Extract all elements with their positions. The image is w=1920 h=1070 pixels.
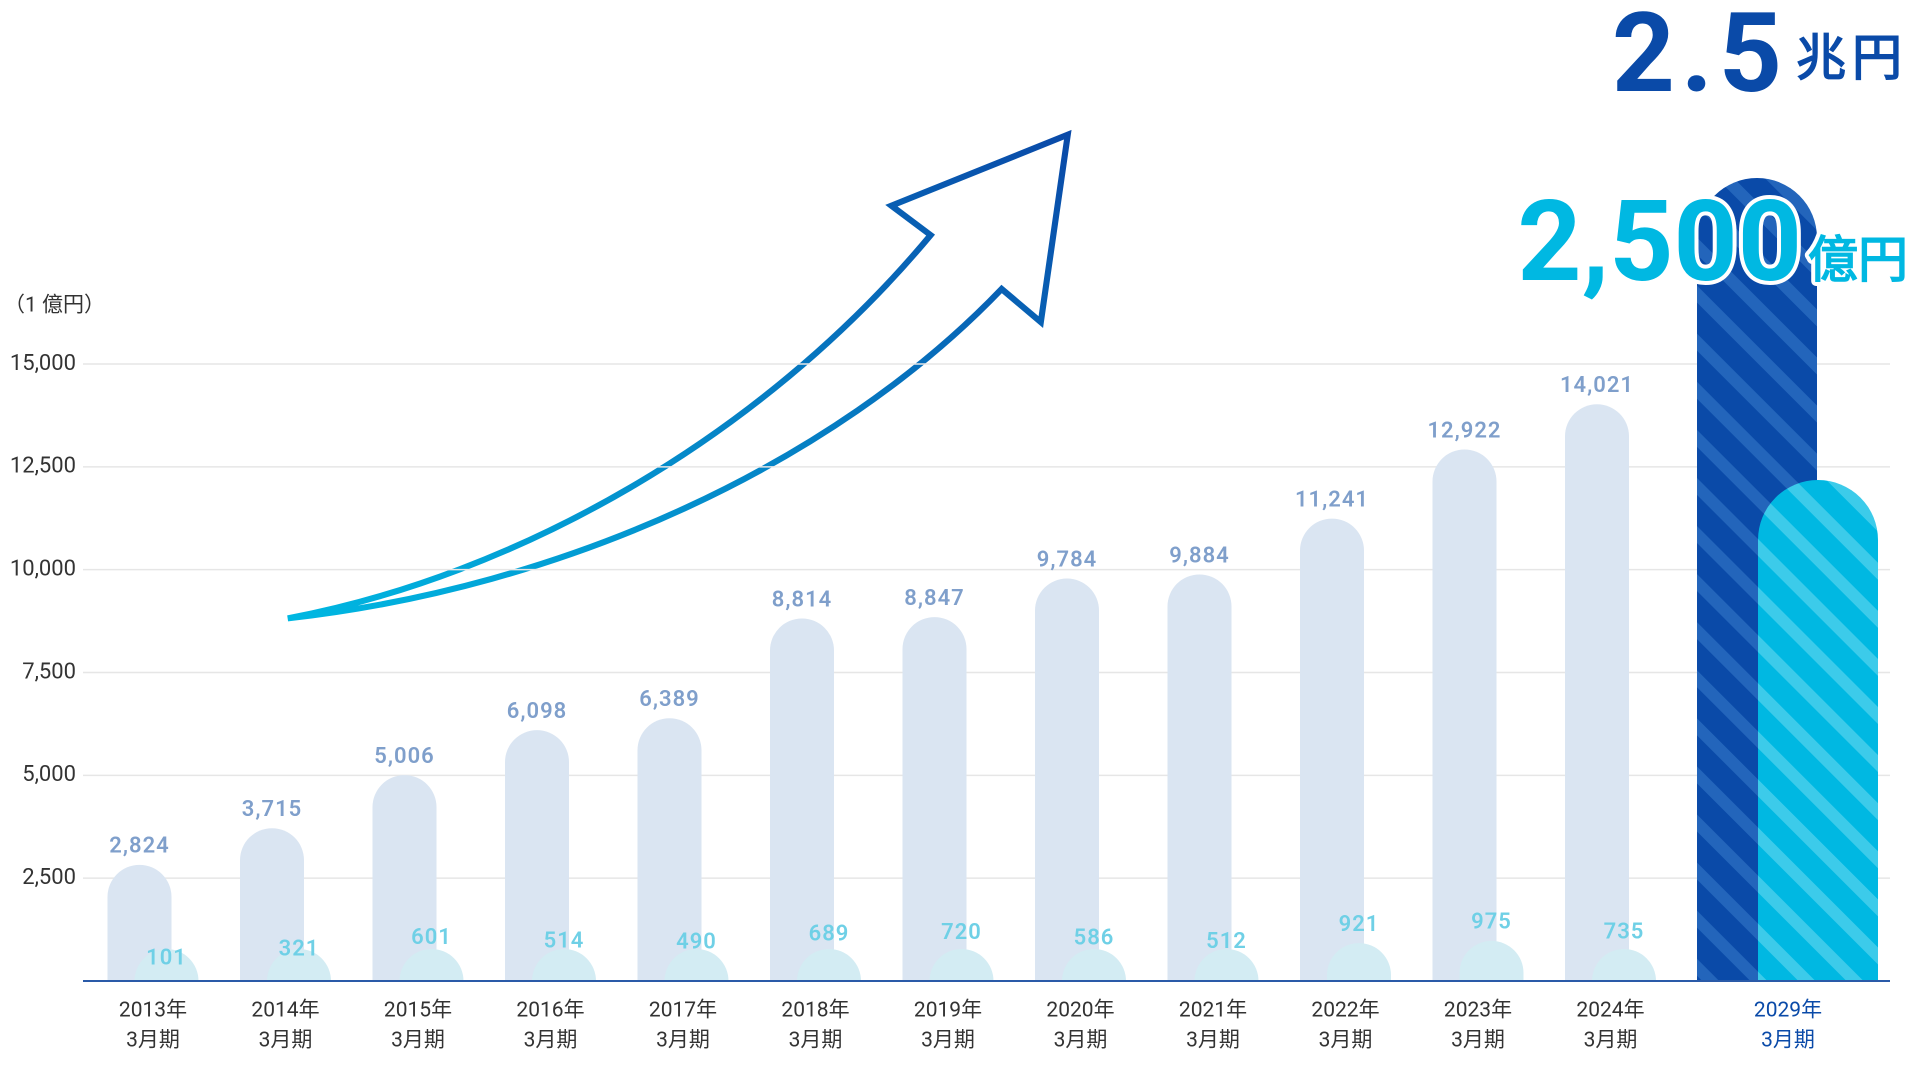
bar [372,775,437,981]
value-label: 101 [146,946,187,971]
target-revenue: 2.5 兆円 [1612,0,1908,118]
target-revenue-value: 2.5 [1612,0,1788,118]
y-tick-label: 2,500 [22,865,76,890]
x-tick-label: 3月期 [524,1029,578,1053]
x-tick-label: 2029年 [1754,999,1822,1023]
x-tick-label: 3月期 [1186,1029,1240,1053]
y-tick-label: 10,000 [10,556,76,581]
target-revenue-unit: 兆円 [1796,30,1908,88]
y-tick-label: 15,000 [10,351,76,376]
x-tick-label: 2022年 [1311,999,1379,1023]
value-label: 321 [279,937,320,962]
bar [664,949,729,981]
value-label: 6,389 [639,687,699,712]
growth-arrow [287,129,1072,622]
x-tick-label: 2024年 [1576,999,1644,1023]
bar [637,718,702,981]
bar [770,618,834,981]
value-label: 689 [809,921,850,946]
value-label: 6,098 [507,699,567,724]
x-tick-label: 3月期 [1761,1029,1815,1053]
x-tick-label: 3月期 [391,1029,445,1053]
value-label: 8,814 [772,587,832,612]
value-label: 720 [941,920,982,945]
value-label: 9,784 [1037,547,1097,572]
x-tick-label: 2017年 [649,999,717,1023]
bar [505,730,569,981]
x-tick-label: 3月期 [126,1029,180,1053]
bar [532,949,596,981]
bar [1459,940,1524,981]
bar [1327,943,1391,981]
value-label: 975 [1471,910,1512,935]
target-profit-value: 2,500 [1517,177,1802,308]
x-tick-label: 3月期 [789,1029,843,1053]
value-label: 586 [1074,926,1115,951]
value-label: 3,715 [242,797,302,822]
value-label: 2,824 [109,834,169,859]
value-label: 490 [676,930,717,955]
value-label: 601 [411,925,452,950]
bar [1194,949,1259,981]
x-tick-label: 2018年 [781,999,849,1023]
bar [240,828,304,981]
value-label: 12,922 [1427,418,1501,443]
bar [267,949,331,981]
value-label: 921 [1339,912,1380,937]
x-tick-label: 3月期 [1319,1029,1373,1053]
y-tick-label: 5,000 [22,762,76,787]
bar [1062,949,1126,981]
x-tick-label: 3月期 [1451,1029,1505,1053]
x-tick-label: 2021年 [1179,999,1247,1023]
x-tick-label: 2015年 [384,999,452,1023]
y-tick-label: 12,500 [10,454,76,479]
value-label: 512 [1206,929,1247,954]
bar [1592,949,1656,981]
x-tick-label: 3月期 [1054,1029,1108,1053]
target-profit-unit: 億円 [1808,232,1908,290]
bar [797,949,861,981]
value-label: 9,884 [1169,543,1229,568]
bar [929,949,994,981]
x-tick-label: 2023年 [1444,999,1512,1023]
x-tick-label: 3月期 [1584,1029,1638,1053]
bar [1167,574,1232,981]
bar [902,617,967,981]
bar [1565,404,1629,981]
value-label: 11,241 [1295,487,1369,512]
bar [134,949,199,981]
x-tick-label: 3月期 [656,1029,710,1053]
target-bar [1758,480,1878,981]
bar [399,949,464,981]
value-label: 514 [544,929,585,954]
x-tick-label: 2013年 [119,999,187,1023]
x-tick-label: 2020年 [1046,999,1114,1023]
value-label: 5,006 [374,744,434,769]
y-tick-label: 7,500 [22,659,76,684]
y-unit-label: （1 億円） [4,294,105,318]
x-tick-label: 2014年 [251,999,319,1023]
x-tick-label: 3月期 [921,1029,975,1053]
bar [1432,449,1497,981]
x-tick-label: 2019年 [914,999,982,1023]
value-label: 735 [1604,920,1645,945]
x-tick-label: 3月期 [259,1029,313,1053]
value-label: 14,021 [1560,373,1634,398]
bar [1300,518,1364,981]
x-tick-label: 2016年 [516,999,584,1023]
value-label: 8,847 [904,586,964,611]
target-profit: 2,500 億円 [1517,177,1908,308]
bar [1035,578,1099,981]
